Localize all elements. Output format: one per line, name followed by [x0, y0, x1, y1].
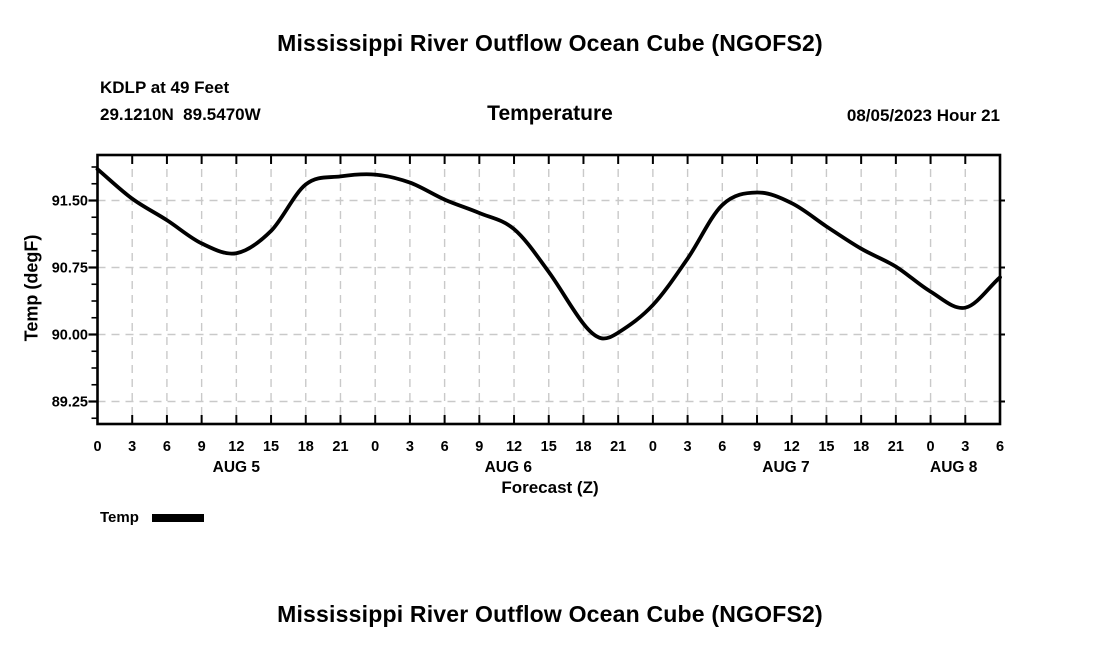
x-tick-label: 15: [818, 439, 834, 455]
x-tick-label: 9: [198, 439, 206, 455]
x-tick-label: 9: [753, 439, 761, 455]
x-day-labels: AUG 5 AUG 6 AUG 7 AUG 8: [213, 459, 978, 476]
x-tick-label: 12: [506, 439, 522, 455]
temp-series-line: [95, 167, 1002, 341]
y-tick-label: 89.25: [52, 395, 88, 411]
x-tick-label: 21: [610, 439, 626, 455]
x-day-label: AUG 6: [485, 459, 533, 476]
legend-line-swatch: [151, 513, 204, 522]
x-tick-label: 18: [298, 439, 314, 455]
plot-heading: Temperature: [487, 102, 613, 125]
x-tick-label: 12: [228, 439, 244, 455]
x-tick-label: 15: [541, 439, 557, 455]
x-tick-label: 9: [475, 439, 483, 455]
x-tick-label: 3: [684, 439, 692, 455]
page-title: Mississippi River Outflow Ocean Cube (NG…: [277, 30, 823, 56]
x-tick-label: 3: [406, 439, 414, 455]
x-tick-label: 21: [888, 439, 904, 455]
x-tick-label: 0: [927, 439, 935, 455]
station-coordinates: 29.1210N 89.5470W: [100, 105, 261, 124]
x-tick-label: 3: [128, 439, 136, 455]
legend: Temp: [100, 509, 204, 526]
x-tick-label: 21: [332, 439, 348, 455]
station-label: KDLP at 49 Feet: [100, 78, 230, 97]
x-tick-label: 3: [961, 439, 969, 455]
x-day-label: AUG 8: [930, 459, 978, 476]
x-day-label: AUG 5: [213, 459, 261, 476]
x-day-label: AUG 7: [762, 459, 809, 476]
plot-border: [96, 153, 1002, 426]
x-axis-title: Forecast (Z): [501, 478, 599, 497]
y-tick-label: 90.75: [52, 261, 88, 277]
x-tick-label: 0: [371, 439, 379, 455]
plot-grid: [97, 155, 1000, 424]
x-tick-label: 12: [784, 439, 800, 455]
forecast-datetime: 08/05/2023 Hour 21: [846, 106, 1000, 125]
y-tick-label: 91.50: [52, 194, 88, 210]
y-axis-title: Temp (degF): [21, 234, 42, 342]
y-tick-label: 90.00: [52, 328, 88, 344]
axis-ticks: [88, 156, 1005, 423]
x-tick-label: 15: [263, 439, 279, 455]
x-tick-label: 18: [575, 439, 591, 455]
x-tick-label: 0: [649, 439, 657, 455]
x-tick-label: 6: [996, 439, 1004, 455]
x-tick-label: 6: [441, 439, 449, 455]
x-tick-label: 0: [93, 439, 101, 455]
x-tick-labels: 0 3 6 9 12 15 18 21 0 3 6 9 12 15 18 21 0 3 6 9 12 15 18 21 0 3 6: [93, 439, 1004, 455]
x-tick-label: 6: [718, 439, 726, 455]
x-tick-label: 6: [163, 439, 171, 455]
legend-label: Temp: [100, 509, 139, 526]
x-tick-label: 18: [853, 439, 869, 455]
next-page-title: Mississippi River Outflow Ocean Cube (NG…: [277, 601, 823, 627]
y-tick-labels: 89.25 90.00 90.75 91.50: [52, 194, 88, 411]
